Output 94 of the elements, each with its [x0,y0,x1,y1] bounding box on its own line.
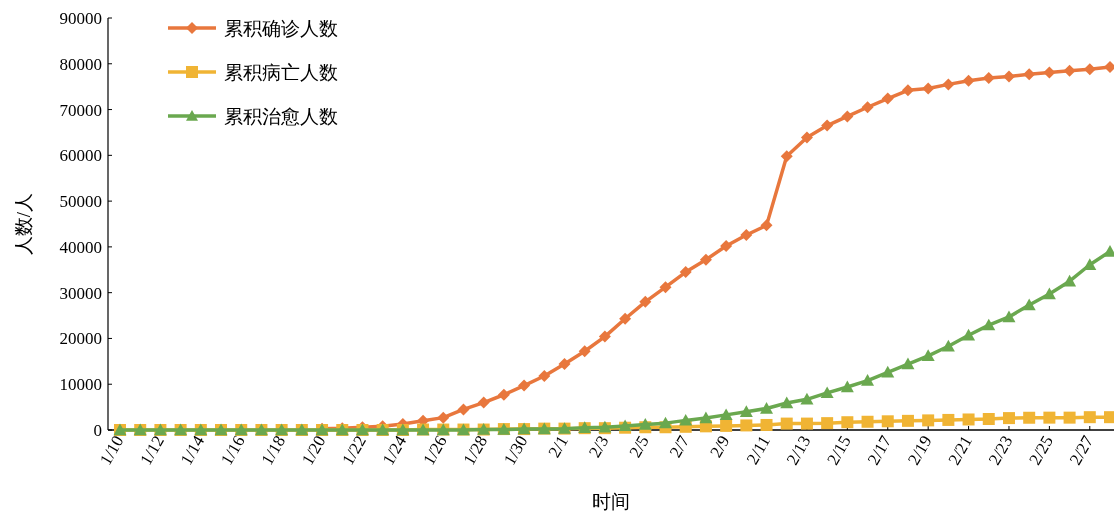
point [861,101,874,114]
y-tick-label: 80000 [59,54,102,74]
point [800,131,813,144]
point [740,419,753,432]
point [679,266,692,279]
point [881,365,895,378]
point [558,358,571,371]
point [982,71,995,84]
point [922,414,935,427]
x-tick-label: 2/7 [665,432,694,461]
point [881,92,894,105]
point [720,239,733,252]
y-tick-label: 70000 [59,100,102,120]
y-tick-label: 0 [93,421,102,440]
legend-label: 累积病亡人数 [224,62,338,83]
y-tick-label: 30000 [59,283,102,303]
legend-label: 累积治愈人数 [224,106,338,127]
y-tick-label: 10000 [59,375,102,395]
point [841,416,854,429]
point [760,219,773,232]
point [1043,66,1056,79]
point [699,253,712,266]
point [982,318,996,331]
point [638,418,652,430]
point [780,396,794,409]
x-tick-label: 2/9 [706,432,734,461]
x-tick-label: 2/5 [625,432,653,461]
point [942,413,955,426]
point [699,411,713,424]
x-axis-title: 时间 [592,491,630,512]
point [840,380,854,393]
point [659,281,672,294]
point [760,401,774,414]
x-tick-label: 2/1 [544,432,572,461]
x-tick-label: 2/3 [585,432,613,461]
point [457,403,470,416]
y-tick-label: 20000 [59,329,102,349]
point [780,150,793,163]
point [437,411,450,424]
point [639,295,652,308]
point [921,349,935,362]
point [780,417,793,430]
point [619,312,632,325]
y-tick-label: 90000 [59,9,102,28]
point [861,415,874,428]
point [841,110,854,123]
legend-label: 累积确诊人数 [224,18,338,39]
point [1022,298,1036,311]
point [982,413,995,426]
point [1002,412,1015,425]
point [901,84,914,97]
point [1083,258,1097,270]
y-tick-label: 60000 [59,146,102,166]
point [922,82,935,95]
point [821,417,834,430]
point [821,119,834,132]
point [820,386,834,399]
point [962,413,975,426]
point [1083,411,1096,424]
point [740,228,753,241]
point [720,419,733,432]
point [901,414,914,427]
point [942,78,955,91]
point [760,418,773,431]
point [477,396,490,409]
point [1042,287,1056,300]
point [962,328,976,341]
point [1063,64,1076,77]
point [941,339,955,352]
point [1023,411,1036,424]
y-tick-label: 40000 [59,237,102,257]
point [679,413,693,426]
point [1002,310,1016,323]
point [659,416,673,429]
point [962,74,975,87]
point [1063,411,1076,424]
point [578,345,591,358]
point [800,392,814,405]
x-tick-label: 2/11 [742,432,774,468]
point [861,374,875,386]
point [538,369,551,382]
y-axis-title: 人数/人 [13,192,34,256]
y-tick-label: 50000 [59,192,102,212]
point [800,417,813,430]
point [497,388,510,401]
point [901,357,915,370]
point [518,379,531,392]
point [881,415,894,428]
point [598,330,611,343]
point [719,408,733,421]
point [1023,68,1036,81]
point [739,405,753,417]
point [1043,411,1056,424]
point [1063,274,1077,287]
